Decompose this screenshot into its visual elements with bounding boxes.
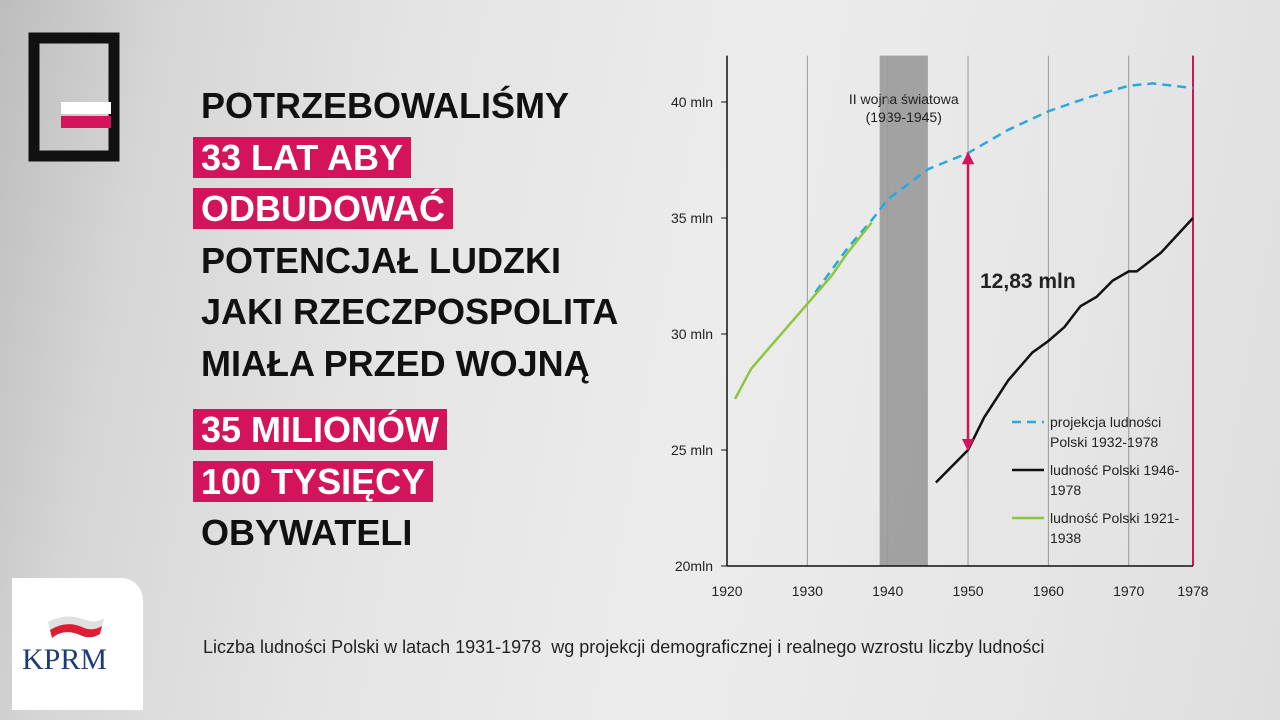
legend-swatch (1012, 420, 1044, 424)
series-line (733, 221, 873, 400)
legend-label: ludność Polski 1946-1978 (1050, 462, 1180, 498)
legend-item: ludność Polski 1921-1938 (1010, 508, 1180, 548)
headline-line: POTRZEBOWALIŚMY (193, 80, 626, 132)
brand-mark (28, 32, 120, 162)
highlighted-text: 35 MILIONÓW (193, 409, 448, 450)
logo-text: KPRM (22, 643, 108, 676)
headline-line: POTENCJAŁ LUDZKI (193, 235, 626, 287)
series-line (935, 217, 1194, 484)
kprm-logo: KPRM (12, 578, 143, 710)
headline-line: JAKI RZECZPOSPOLITA (193, 286, 626, 338)
headline: POTRZEBOWALIŚMY 33 LAT ABY ODBUDOWAĆ POTENC… (193, 80, 626, 559)
headline-text: POTENCJAŁ LUDZKI (201, 239, 561, 281)
y-tick-label: 30 mln (671, 326, 713, 342)
legend-item: ludność Polski 1946-1978 (1010, 460, 1180, 500)
y-tick-label: 20mln (675, 558, 713, 574)
headline-text: OBYWATELI (201, 512, 413, 553)
x-tick-label: 1960 (1033, 583, 1064, 599)
legend-label: ludność Polski 1921-1938 (1050, 510, 1180, 546)
caption: Liczba ludności Polski w latach 1931-197… (203, 637, 1045, 657)
difference-label: 12,83 mln (980, 270, 1076, 293)
legend-label: projekcja ludności Polski 1932-1978 (1050, 414, 1162, 450)
headline-line: OBYWATELI (193, 507, 626, 559)
highlighted-text: ODBUDOWAĆ (193, 188, 453, 229)
x-tick-label: 1930 (792, 583, 823, 599)
highlighted-text: 100 TYSIĘCY (193, 460, 434, 502)
x-tick-label: 1978 (1177, 583, 1208, 599)
y-tick-label: 25 mln (671, 442, 713, 458)
y-tick-label: 40 mln (671, 94, 713, 110)
headline-text: MIAŁA PRZED WOJNĄ (201, 342, 590, 384)
headline-line: 35 MILIONÓW (193, 404, 626, 456)
headline-line: MIAŁA PRZED WOJNĄ (193, 338, 626, 390)
legend-swatch (1012, 516, 1044, 520)
headline-text: JAKI RZECZPOSPOLITA (201, 291, 619, 332)
war-label: (1939-1945) (866, 109, 942, 125)
x-tick-label: 1970 (1113, 583, 1144, 599)
legend-swatch (1012, 468, 1044, 472)
x-tick-label: 1940 (872, 583, 903, 599)
series-line (814, 82, 1194, 293)
flag-icon (48, 616, 104, 638)
war-label: II wojna światowa (849, 91, 959, 107)
x-tick-label: 1920 (711, 583, 742, 599)
legend: projekcja ludności Polski 1932-1978 ludno… (1010, 412, 1180, 556)
x-tick-label: 1950 (952, 583, 983, 599)
headline-line: ODBUDOWAĆ (193, 183, 626, 235)
legend-item: projekcja ludności Polski 1932-1978 (1010, 412, 1180, 452)
y-tick-label: 35 mln (671, 210, 713, 226)
war-band (879, 55, 928, 566)
headline-text: POTRZEBOWALIŚMY (201, 85, 569, 126)
highlighted-text: 33 LAT ABY (193, 136, 412, 178)
headline-line: 100 TYSIĘCY (193, 456, 626, 508)
headline-line: 33 LAT ABY (193, 132, 626, 184)
